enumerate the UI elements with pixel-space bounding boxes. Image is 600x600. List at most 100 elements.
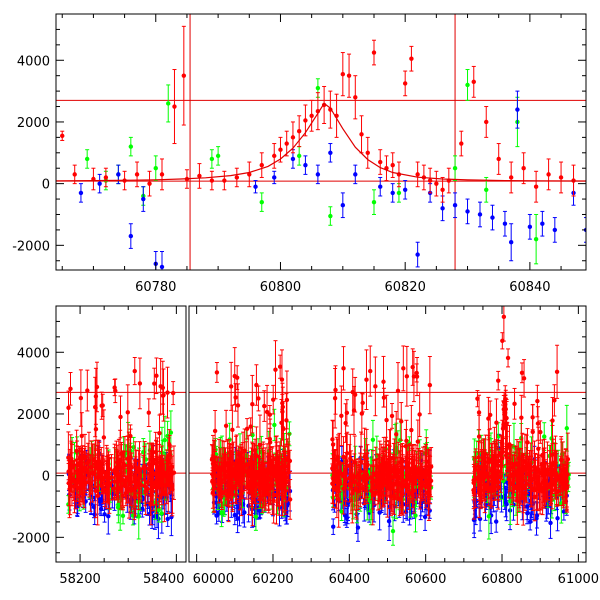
data-point xyxy=(228,384,234,389)
data-point xyxy=(253,184,258,189)
data-point xyxy=(250,401,255,407)
data-point xyxy=(222,178,227,183)
red-data-point xyxy=(126,431,132,493)
red-data-point xyxy=(234,167,240,188)
blue-data-point xyxy=(116,164,121,185)
data-point xyxy=(242,510,247,515)
data-point xyxy=(284,141,289,146)
data-point xyxy=(149,470,155,475)
blue-data-point xyxy=(303,155,308,175)
data-point xyxy=(378,159,383,165)
blue-data-point xyxy=(315,164,321,185)
data-point xyxy=(296,153,302,159)
red-data-point xyxy=(434,170,439,197)
data-point xyxy=(402,81,408,86)
blue-data-point xyxy=(128,223,134,249)
red-data-point xyxy=(371,39,377,66)
data-point xyxy=(303,118,308,123)
red-data-point xyxy=(85,453,90,475)
red-data-point xyxy=(99,391,104,420)
data-point xyxy=(82,454,88,459)
red-data-point xyxy=(103,167,109,188)
data-point xyxy=(396,190,402,196)
data-point xyxy=(540,221,545,226)
red-data-point xyxy=(496,143,501,175)
green-data-point xyxy=(153,155,158,182)
red-data-point xyxy=(167,466,172,488)
red-data-point xyxy=(459,130,464,157)
red-data-point xyxy=(259,152,264,178)
data-point xyxy=(212,428,218,434)
data-point xyxy=(181,73,187,78)
data-point xyxy=(133,458,138,463)
blue-data-point xyxy=(102,505,107,523)
data-point xyxy=(303,162,308,168)
data-point xyxy=(112,385,117,390)
data-point xyxy=(283,480,288,485)
data-point xyxy=(233,395,238,400)
blue-data-point xyxy=(540,210,545,237)
data-point xyxy=(415,172,420,177)
red-data-point xyxy=(353,75,358,120)
blue-data-point xyxy=(515,90,520,129)
green-data-point xyxy=(215,146,221,166)
red-data-point xyxy=(101,409,107,466)
red-data-point xyxy=(181,25,187,126)
data-point xyxy=(100,469,106,474)
data-point xyxy=(279,377,285,382)
data-point xyxy=(128,144,134,149)
data-point xyxy=(253,514,259,519)
green-data-point xyxy=(209,149,215,169)
red-data-point xyxy=(91,167,96,191)
data-point xyxy=(315,85,321,91)
data-point xyxy=(272,175,277,180)
data-point xyxy=(94,384,100,390)
red-data-point xyxy=(340,52,346,97)
data-point xyxy=(226,465,232,470)
green-data-point xyxy=(452,155,458,182)
blue-data-point xyxy=(490,204,495,231)
red-data-point xyxy=(115,464,121,500)
data-point xyxy=(508,175,514,180)
red-data-point xyxy=(66,390,71,425)
data-point xyxy=(496,156,501,162)
red-data-point xyxy=(142,441,147,494)
data-point xyxy=(286,470,291,475)
red-data-point xyxy=(111,457,117,484)
red-data-point xyxy=(521,152,526,185)
data-point xyxy=(477,212,483,217)
data-point xyxy=(74,448,79,454)
data-point xyxy=(91,457,97,463)
red-data-point xyxy=(440,176,445,203)
data-point xyxy=(66,480,71,486)
red-data-point xyxy=(165,454,170,483)
data-point xyxy=(125,410,130,415)
data-point xyxy=(409,56,414,61)
red-data-point xyxy=(137,357,143,410)
data-point xyxy=(165,390,170,395)
data-point xyxy=(552,227,558,233)
red-data-point xyxy=(209,170,215,191)
data-point xyxy=(116,502,121,507)
data-point xyxy=(148,493,154,498)
red-data-point xyxy=(93,407,99,451)
data-point xyxy=(165,433,170,439)
red-data-point xyxy=(152,367,157,400)
blue-data-point xyxy=(415,241,420,268)
data-point xyxy=(156,507,161,513)
data-point xyxy=(209,156,215,162)
data-point xyxy=(256,508,262,513)
blue-data-point xyxy=(378,176,383,197)
blue-data-point xyxy=(97,173,102,194)
red-data-point xyxy=(134,161,140,188)
red-data-point xyxy=(132,462,138,494)
data-point xyxy=(137,381,143,386)
data-point xyxy=(161,392,166,398)
data-point xyxy=(215,467,220,472)
red-data-point xyxy=(91,443,97,477)
red-data-point xyxy=(146,442,152,486)
blue-data-point xyxy=(78,183,84,203)
data-point xyxy=(171,470,177,475)
data-point xyxy=(533,184,539,189)
red-data-point xyxy=(264,384,270,440)
